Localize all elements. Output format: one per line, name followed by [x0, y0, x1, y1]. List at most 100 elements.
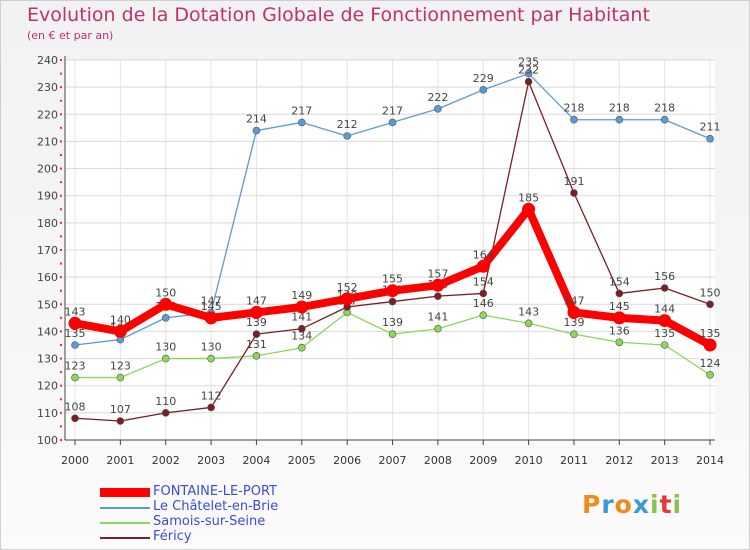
series-3-point-2002: [159, 297, 173, 311]
series-0-point-2002: [161, 314, 170, 322]
series-0-point-2010: [524, 69, 533, 78]
series-2-point-2008: [434, 292, 442, 300]
y-minor-tick-185: [60, 208, 62, 211]
series-1-point-2013: [660, 341, 669, 349]
y-minor-tick-180: [60, 221, 62, 224]
series-2-label-2010: 232: [518, 64, 539, 77]
series-3-label-2003: 145: [201, 300, 222, 313]
series-0-point-2007: [388, 118, 397, 127]
series-0-label-2012: 218: [609, 102, 630, 115]
y-tick-label-240: 240: [37, 54, 58, 67]
series-3-label-2008: 157: [427, 267, 448, 280]
series-1-label-2007: 139: [382, 316, 403, 329]
x-tick-label-2000: 2000: [61, 454, 89, 467]
series-0-point-2000: [71, 341, 79, 349]
y-tick-label-170: 170: [37, 244, 58, 257]
logo-letter-6: i: [672, 490, 683, 519]
legend-label-2: Samois-sur-Seine: [153, 514, 266, 529]
series-3-point-2007: [386, 284, 400, 298]
y-minor-tick-235: [60, 72, 62, 75]
legend-label-1: Le Châtelet-en-Brie: [153, 499, 279, 514]
series-1-point-2002: [161, 354, 170, 363]
y-minor-tick-170: [60, 249, 62, 251]
series-0-point-2008: [434, 105, 442, 113]
series-0-point-2012: [615, 115, 624, 124]
x-tick-label-2006: 2006: [333, 454, 361, 467]
x-tick-label-2002: 2002: [152, 454, 180, 467]
legend-label-3: Féricy: [153, 529, 192, 544]
y-minor-tick-110: [60, 411, 62, 414]
series-0-label-2004: 214: [246, 113, 267, 126]
series-2-point-2007: [388, 297, 397, 306]
series-0-label-2013: 218: [654, 102, 675, 115]
series-3-label-2012: 145: [609, 300, 630, 313]
series-2-point-2003: [207, 403, 215, 412]
y-tick-label-160: 160: [37, 271, 58, 284]
series-0-point-2006: [343, 132, 351, 140]
series-2-point-2002: [161, 409, 170, 417]
logo-letter-3: x: [632, 490, 650, 519]
series-3-label-2001: 140: [110, 313, 131, 326]
series-1-point-2003: [207, 354, 215, 363]
series-0-label-2009: 229: [473, 72, 494, 85]
y-minor-tick-135: [60, 344, 62, 346]
series-1-label-2012: 136: [609, 324, 630, 337]
series-2-point-2000: [71, 414, 79, 423]
y-minor-tick-220: [60, 113, 62, 116]
legend-swatch-1: [100, 507, 150, 509]
series-1-label-2011: 139: [563, 316, 584, 329]
series-3-point-2003: [204, 311, 218, 325]
series-3-label-2014: 135: [700, 327, 721, 340]
series-3-point-2006: [340, 292, 354, 306]
y-tick-label-130: 130: [37, 353, 58, 366]
series-3-label-2005: 149: [291, 289, 312, 302]
logo-letter-0: P: [582, 490, 602, 519]
legend-swatch-2: [100, 522, 150, 524]
series-3-label-2002: 150: [155, 286, 176, 299]
series-2-label-2014: 150: [700, 286, 721, 299]
y-minor-tick-130: [60, 357, 62, 360]
x-tick-label-2003: 2003: [197, 454, 225, 467]
series-1-label-2003: 130: [201, 341, 222, 354]
series-0-label-2014: 211: [700, 121, 721, 134]
y-minor-tick-225: [60, 99, 62, 102]
logo-letter-1: r: [601, 490, 615, 519]
series-0-point-2009: [479, 86, 488, 94]
y-minor-tick-230: [60, 86, 62, 89]
y-minor-tick-195: [60, 181, 62, 184]
logo-letter-4: i: [650, 490, 660, 519]
series-1-label-2013: 135: [654, 327, 675, 340]
y-minor-tick-100: [60, 439, 62, 441]
logo-letter-2: o: [614, 490, 633, 519]
series-2-label-2012: 154: [609, 275, 630, 288]
y-minor-tick-140: [60, 330, 62, 333]
series-1-point-2010: [524, 319, 533, 328]
series-1-point-2012: [615, 338, 624, 347]
series-2-point-2004: [252, 330, 261, 338]
y-minor-tick-210: [60, 140, 62, 143]
series-2-label-2009: 154: [473, 275, 494, 288]
series-3-point-2014: [703, 338, 717, 352]
series-3-point-2008: [431, 278, 445, 292]
y-minor-tick-190: [60, 194, 62, 197]
series-0-point-2013: [660, 115, 669, 124]
series-2-label-2000: 108: [65, 400, 86, 413]
series-3-label-2011: 147: [563, 294, 584, 307]
y-minor-tick-205: [60, 154, 62, 156]
series-2-point-2013: [660, 284, 669, 292]
series-0-label-2008: 222: [427, 91, 448, 104]
series-2-point-2009: [479, 289, 488, 298]
y-minor-tick-200: [60, 167, 62, 170]
series-1-label-2010: 143: [518, 305, 539, 318]
y-minor-tick-165: [60, 262, 62, 265]
series-2-point-2010: [524, 77, 533, 86]
series-2-point-2011: [570, 189, 578, 197]
y-minor-tick-175: [60, 235, 62, 238]
series-3-label-2010: 185: [518, 191, 539, 204]
series-0-label-2010: 235: [518, 56, 539, 69]
y-minor-tick-160: [60, 276, 62, 279]
y-tick-label-140: 140: [37, 325, 58, 338]
series-1-label-2002: 130: [155, 341, 176, 354]
series-0-label-2005: 217: [291, 104, 312, 117]
